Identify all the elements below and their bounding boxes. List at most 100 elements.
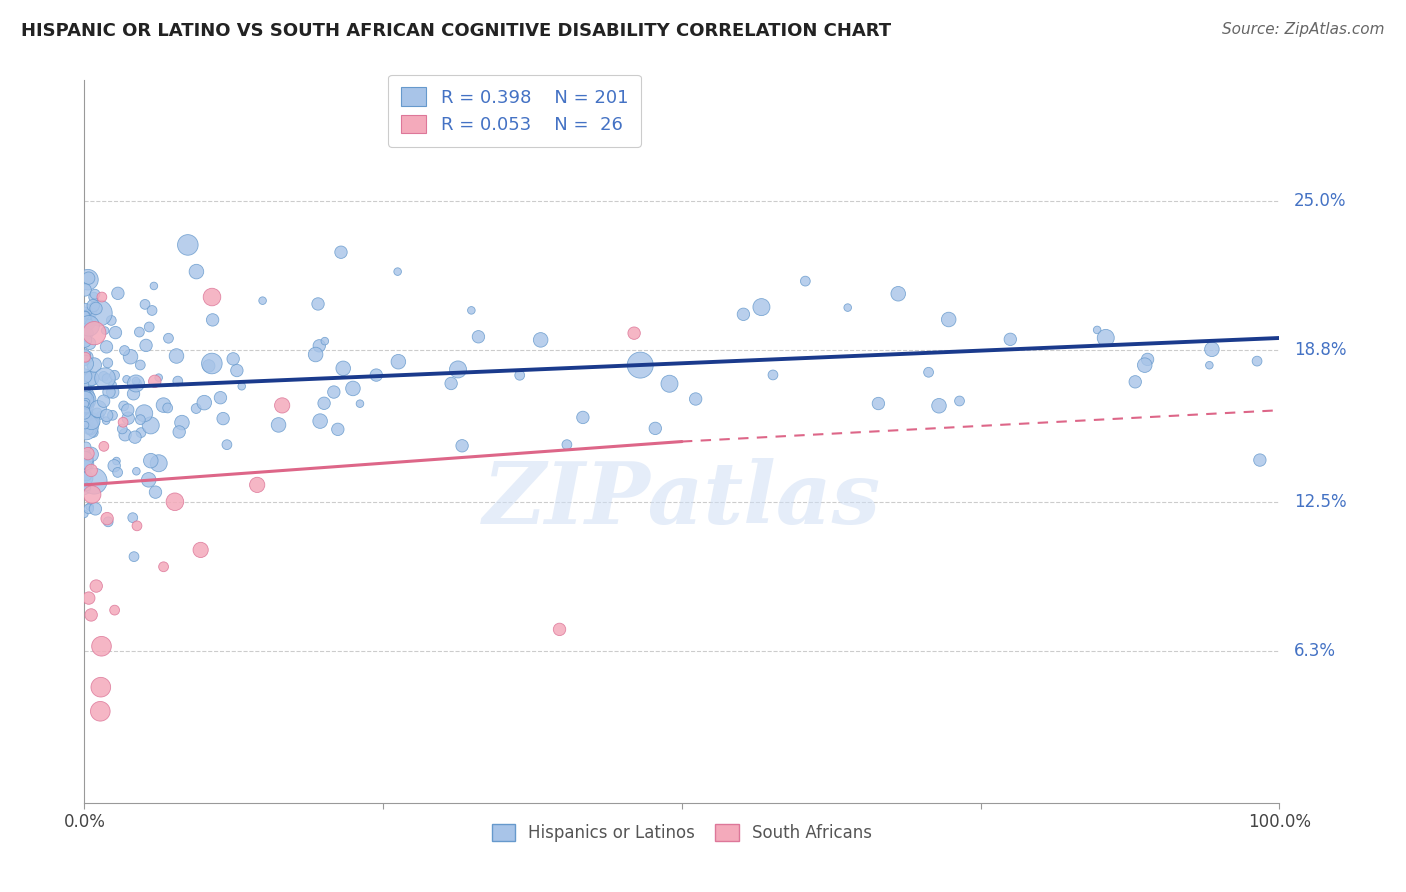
- Point: [572, 410, 595, 425]
- Point: [97, 515, 120, 529]
- Point: [101, 377, 124, 392]
- Point: [112, 399, 135, 413]
- Point: [89, 409, 111, 423]
- Point: [77, 273, 100, 287]
- Point: [107, 286, 129, 301]
- Point: [100, 313, 122, 327]
- Point: [139, 418, 162, 433]
- Point: [1133, 358, 1156, 372]
- Point: [83, 326, 105, 340]
- Point: [105, 454, 128, 468]
- Point: [94, 371, 117, 385]
- Point: [73, 397, 96, 411]
- Point: [120, 350, 142, 364]
- Point: [751, 300, 773, 314]
- Point: [124, 430, 146, 444]
- Point: [868, 396, 890, 410]
- Point: [75, 388, 97, 402]
- Point: [125, 374, 148, 388]
- Point: [530, 333, 553, 347]
- Point: [125, 376, 148, 391]
- Point: [117, 403, 139, 417]
- Point: [79, 500, 101, 514]
- Point: [142, 279, 165, 293]
- Point: [733, 307, 755, 321]
- Point: [104, 326, 127, 340]
- Text: 12.5%: 12.5%: [1294, 492, 1347, 511]
- Point: [167, 425, 190, 439]
- Point: [75, 389, 97, 403]
- Point: [139, 453, 162, 467]
- Point: [135, 338, 157, 352]
- Point: [76, 458, 98, 473]
- Point: [125, 464, 148, 478]
- Point: [75, 314, 97, 328]
- Point: [190, 542, 212, 557]
- Point: [170, 416, 193, 430]
- Point: [73, 471, 96, 485]
- Point: [145, 485, 167, 500]
- Point: [80, 447, 103, 461]
- Point: [156, 401, 179, 415]
- Point: [103, 458, 125, 473]
- Point: [73, 418, 96, 433]
- Point: [127, 376, 149, 390]
- Point: [83, 474, 105, 488]
- Point: [84, 579, 107, 593]
- Point: [342, 381, 364, 395]
- Point: [79, 372, 101, 386]
- Point: [163, 494, 186, 508]
- Point: [928, 399, 950, 413]
- Text: HISPANIC OR LATINO VS SOUTH AFRICAN COGNITIVE DISABILITY CORRELATION CHART: HISPANIC OR LATINO VS SOUTH AFRICAN COGN…: [21, 22, 891, 40]
- Point: [73, 481, 96, 495]
- Point: [309, 414, 332, 428]
- Point: [322, 385, 344, 400]
- Point: [330, 245, 353, 260]
- Point: [73, 325, 96, 339]
- Point: [98, 384, 121, 399]
- Point: [73, 389, 96, 403]
- Point: [75, 440, 97, 454]
- Point: [114, 343, 136, 358]
- Point: [117, 411, 139, 425]
- Point: [73, 357, 96, 371]
- Point: [555, 437, 578, 451]
- Point: [304, 347, 326, 361]
- Point: [94, 324, 117, 338]
- Point: [152, 559, 174, 574]
- Point: [122, 386, 145, 401]
- Point: [80, 371, 103, 385]
- Point: [77, 326, 100, 341]
- Point: [222, 351, 245, 366]
- Point: [1201, 343, 1223, 357]
- Point: [121, 510, 143, 524]
- Point: [201, 290, 224, 304]
- Point: [112, 415, 135, 429]
- Point: [73, 328, 96, 343]
- Point: [103, 368, 125, 383]
- Point: [75, 457, 97, 471]
- Point: [104, 603, 127, 617]
- Point: [76, 395, 98, 409]
- Point: [76, 399, 98, 413]
- Point: [73, 409, 96, 423]
- Point: [76, 480, 98, 494]
- Point: [75, 420, 97, 434]
- Point: [271, 398, 294, 412]
- Text: 6.3%: 6.3%: [1294, 642, 1336, 660]
- Point: [75, 395, 97, 409]
- Point: [509, 368, 531, 383]
- Point: [75, 414, 97, 428]
- Point: [94, 414, 117, 428]
- Point: [93, 369, 115, 384]
- Point: [387, 265, 409, 279]
- Point: [628, 358, 651, 372]
- Point: [79, 423, 101, 437]
- Point: [73, 452, 96, 467]
- Point: [157, 331, 180, 345]
- Point: [80, 414, 103, 428]
- Point: [186, 401, 208, 416]
- Point: [73, 306, 96, 320]
- Point: [143, 374, 166, 388]
- Point: [307, 297, 329, 311]
